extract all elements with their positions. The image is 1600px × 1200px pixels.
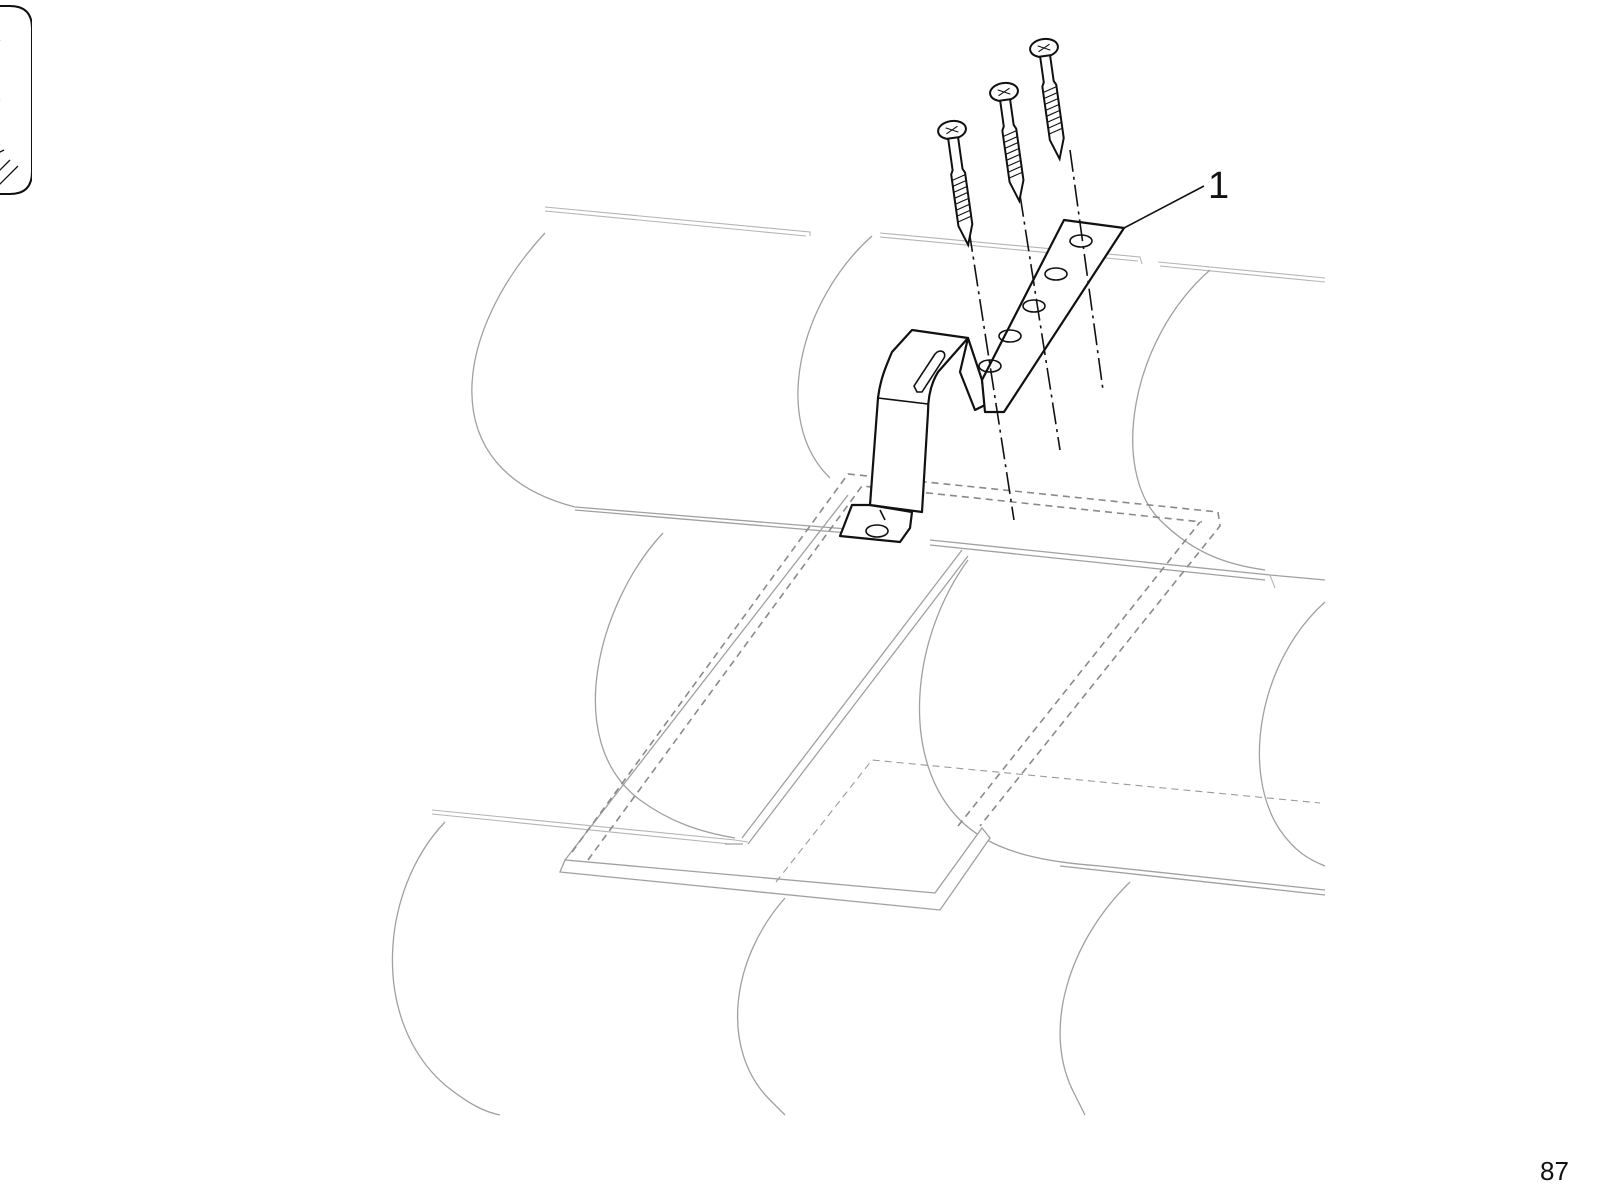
part-callout: 1 [1123, 165, 1229, 229]
part-number-label: 1 [1208, 165, 1229, 207]
arm-hole-5 [978, 359, 1002, 373]
roof-tile-row-bottom [391, 809, 1131, 1116]
wood-screw-icon [937, 37, 1065, 248]
page-number: 87 [1540, 1156, 1569, 1186]
adjustment-slot [913, 350, 946, 393]
roof-tile-row-middle [594, 532, 1326, 896]
foot-screw-hole [865, 524, 889, 538]
roof-tile-row-top [471, 206, 1326, 589]
arm-hole-3 [1022, 299, 1046, 313]
roof-hook [838, 218, 1126, 544]
hidden-flashing-outline [571, 473, 1321, 883]
binder-tab-icon [0, 5, 32, 195]
arm-hole-4 [998, 329, 1022, 343]
arm-hole-2 [1044, 267, 1068, 281]
flashing-plate [559, 494, 991, 911]
screw-axes [968, 149, 1104, 521]
